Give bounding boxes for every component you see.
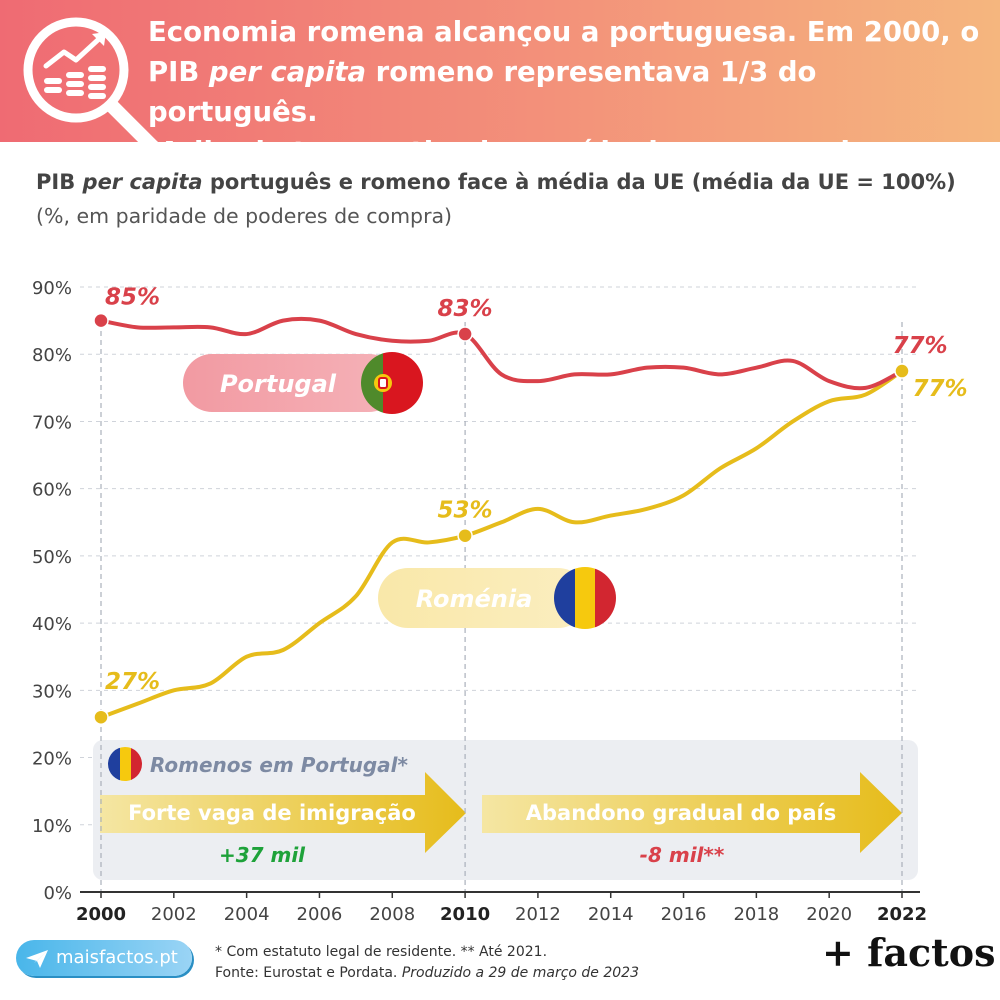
chart-title-emphasis: per capita bbox=[82, 170, 203, 194]
annotation-title: Romenos em Portugal* bbox=[150, 753, 408, 777]
series-badge-portugal-label: Portugal bbox=[220, 370, 337, 398]
y-tick-label: 20% bbox=[32, 749, 72, 770]
x-tick-label: 2022 bbox=[877, 904, 927, 925]
headline: Economia romena alcançou a portuguesa. E… bbox=[148, 12, 993, 212]
brand-logo: + factos bbox=[822, 930, 996, 975]
footnote-produced-date: Produzido a 29 de março de 2023 bbox=[401, 965, 639, 981]
y-tick-label: 90% bbox=[32, 278, 72, 299]
headline-line-2b: romeno representava 1/3 do português. bbox=[148, 56, 817, 128]
data-point bbox=[93, 709, 109, 725]
data-label: 85% bbox=[105, 285, 160, 311]
paper-plane-icon bbox=[26, 950, 48, 968]
data-label: 77% bbox=[892, 333, 947, 359]
x-tick-label: 2000 bbox=[76, 904, 126, 925]
headline-line-3: Melhoria tem motivado a saída de romenos… bbox=[148, 136, 869, 208]
headline-line-2a: PIB bbox=[148, 56, 209, 88]
chart-title-part-1: PIB bbox=[36, 170, 83, 194]
data-label: 53% bbox=[438, 498, 493, 524]
period-arrow-immigration bbox=[100, 772, 466, 853]
chart-unit: (%, em paridade de poderes de compra) bbox=[36, 204, 453, 228]
y-tick-label: 80% bbox=[32, 345, 72, 366]
x-tick-label: 2014 bbox=[588, 904, 634, 925]
period-arrow-departure bbox=[482, 772, 902, 853]
data-label: 27% bbox=[105, 669, 160, 695]
magnifier-growth-icon bbox=[23, 17, 167, 161]
data-point bbox=[894, 363, 910, 379]
x-tick-label: 2018 bbox=[733, 904, 779, 925]
headline-line-2-emphasis: per capita bbox=[208, 56, 367, 88]
y-tick-label: 70% bbox=[32, 412, 72, 433]
x-tick-label: 2002 bbox=[151, 904, 197, 925]
series-line-romnia bbox=[99, 369, 904, 720]
header-banner bbox=[0, 0, 1000, 142]
portugal-flag-icon bbox=[361, 352, 423, 414]
series-badge-portugal bbox=[183, 354, 398, 412]
y-tick-label: 40% bbox=[32, 614, 72, 635]
period-value-immigration: +37 mil bbox=[219, 843, 306, 867]
x-tick-label: 2020 bbox=[806, 904, 852, 925]
x-tick-label: 2004 bbox=[224, 904, 270, 925]
y-tick-label: 0% bbox=[43, 883, 72, 904]
y-tick-label: 10% bbox=[32, 816, 72, 837]
footnote-note: * Com estatuto legal de residente. ** At… bbox=[215, 944, 548, 960]
x-tick-label: 2008 bbox=[369, 904, 415, 925]
x-tick-label: 2012 bbox=[515, 904, 561, 925]
period-label-departure: Abandono gradual do país bbox=[526, 801, 836, 825]
y-tick-label: 30% bbox=[32, 681, 72, 702]
chart-title: PIB per capita português e romeno face à… bbox=[36, 170, 986, 194]
data-label: 83% bbox=[438, 296, 493, 322]
series-line-portugal bbox=[99, 316, 904, 391]
headline-line-1: Economia romena alcançou a portuguesa. E… bbox=[148, 16, 980, 48]
x-tick-label: 2016 bbox=[661, 904, 707, 925]
site-link-badge[interactable]: maisfactos.pt bbox=[16, 940, 192, 976]
footnote: * Com estatuto legal de residente. ** At… bbox=[215, 942, 639, 984]
site-link-label: maisfactos.pt bbox=[56, 947, 178, 968]
period-label-immigration: Forte vaga de imigração bbox=[128, 801, 416, 825]
period-value-departure: -8 mil** bbox=[640, 843, 725, 867]
data-label: 77% bbox=[912, 376, 967, 402]
y-tick-label: 60% bbox=[32, 480, 72, 501]
y-tick-label: 50% bbox=[32, 547, 72, 568]
series-badge-romania bbox=[378, 568, 588, 628]
data-point bbox=[93, 312, 109, 329]
x-tick-label: 2006 bbox=[297, 904, 343, 925]
x-tick-label: 2010 bbox=[440, 904, 490, 925]
series-badge-romania-label: Roménia bbox=[416, 585, 533, 613]
footnote-source: Fonte: Eurostat e Pordata. bbox=[215, 965, 402, 981]
romania-flag-icon bbox=[554, 567, 616, 629]
romania-flag-icon bbox=[108, 747, 142, 781]
chart-title-part-2: português e romeno face à média da UE (m… bbox=[202, 170, 956, 194]
data-point bbox=[457, 326, 473, 342]
data-point bbox=[457, 527, 473, 544]
